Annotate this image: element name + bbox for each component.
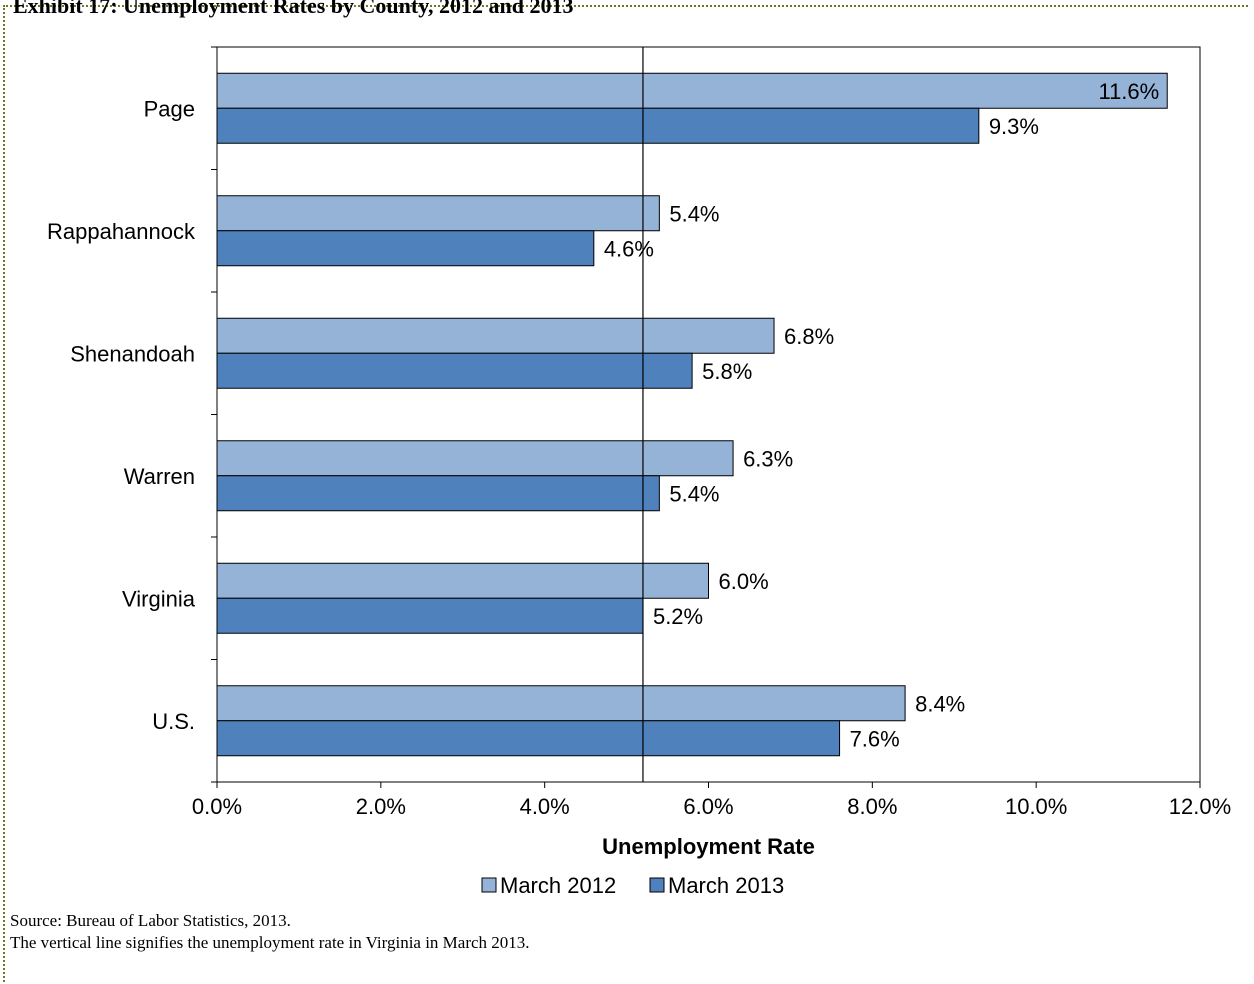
data-label: 4.6% <box>604 236 654 261</box>
legend-label: March 2012 <box>500 873 616 898</box>
bars-group <box>216 72 1168 757</box>
legend: March 2012 March 2013 <box>481 873 784 898</box>
x-tick-label: 12.0% <box>1169 794 1231 819</box>
bar <box>216 475 660 512</box>
chart-title: Exhibit 17: Unemployment Rates by County… <box>13 0 574 18</box>
category-label: U.S. <box>152 709 195 734</box>
bar <box>216 72 1168 109</box>
legend-swatch <box>481 877 497 893</box>
bar <box>216 317 775 354</box>
x-axis-title: Unemployment Rate <box>602 834 815 859</box>
x-tick-label: 4.0% <box>520 794 570 819</box>
bar <box>216 720 841 757</box>
data-label: 5.4% <box>669 201 719 226</box>
x-tick-label: 2.0% <box>356 794 406 819</box>
category-label: Page <box>144 96 195 121</box>
data-label: 5.8% <box>702 359 752 384</box>
data-label: 8.4% <box>915 691 965 716</box>
reference-line-note: The vertical line signifies the unemploy… <box>10 933 530 952</box>
category-label: Rappahannock <box>47 219 196 244</box>
bar <box>216 352 693 389</box>
data-label: 6.0% <box>719 569 769 594</box>
exhibit-frame: Exhibit 17: Unemployment Rates by County… <box>3 0 1248 982</box>
data-label: 6.3% <box>743 446 793 471</box>
category-label: Shenandoah <box>70 341 195 366</box>
bar <box>216 685 906 722</box>
bar <box>216 562 709 599</box>
x-tick-label: 6.0% <box>683 794 733 819</box>
bar <box>216 597 644 634</box>
data-label: 7.6% <box>850 726 900 751</box>
bar-chart: Page Rappahannock Shenandoah Warren Virginia… <box>47 46 1231 898</box>
chart-notes: Source: Bureau of Labor Statistics, 2013… <box>10 910 530 954</box>
category-label: Virginia <box>122 586 196 611</box>
data-label: 5.2% <box>653 604 703 629</box>
labels-group: 11.6% 9.3% 5.4% 4.6% 6.8% 5.8% 6.3% 5.4% 6.0% 5.2… <box>604 79 1159 752</box>
data-label: 6.8% <box>784 324 834 349</box>
bar <box>216 195 660 232</box>
bar <box>216 107 980 144</box>
plot-area <box>216 46 1201 783</box>
legend-swatch <box>649 877 665 893</box>
source-note: Source: Bureau of Labor Statistics, 2013… <box>10 911 291 930</box>
bar <box>216 440 734 477</box>
x-tick-label: 10.0% <box>1005 794 1067 819</box>
data-label: 5.4% <box>669 481 719 506</box>
x-tick-label: 0.0% <box>192 794 242 819</box>
legend-label: March 2013 <box>668 873 784 898</box>
data-label: 11.6% <box>1098 79 1159 104</box>
x-tick-label: 8.0% <box>847 794 897 819</box>
axes-group: Page Rappahannock Shenandoah Warren Virginia… <box>47 46 1231 859</box>
bar <box>216 230 595 267</box>
category-label: Warren <box>124 464 195 489</box>
data-label: 9.3% <box>989 114 1039 139</box>
